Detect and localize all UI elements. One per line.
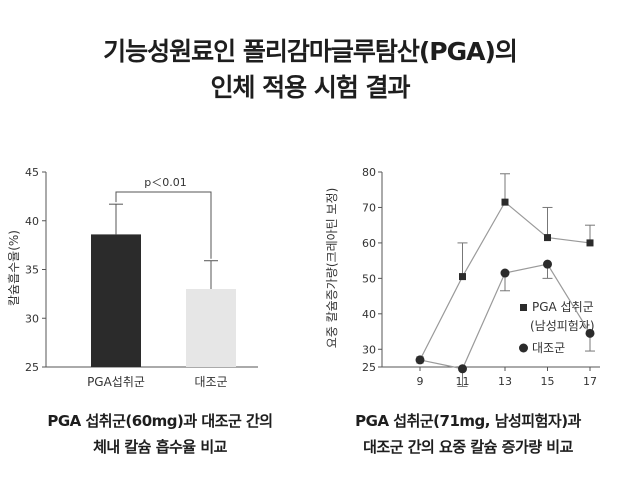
line-chart-y-tick-label: 60 xyxy=(362,237,376,250)
legend-control-marker xyxy=(519,343,528,353)
line-chart-x-tick-label: 15 xyxy=(541,375,555,388)
line-chart-y-tick-label: 50 xyxy=(362,272,376,285)
page-title-line1: 기능성원료인 폴리감마글루탐산(PGA)의 xyxy=(103,37,518,66)
left-caption-line2: 체내 칼슘 흡수율 비교 xyxy=(93,438,227,456)
data-point-square xyxy=(501,198,509,206)
data-point-circle xyxy=(543,259,552,269)
bar-chart-y-axis-label: 칼슘흡수율(%) xyxy=(7,230,21,306)
significance-bracket xyxy=(115,191,212,259)
line-chart-y-axis-label: 요중 칼슘증가량(크레아틴 보정) xyxy=(325,188,339,349)
data-point-circle xyxy=(415,355,425,365)
bar-category-label: PGA섭취군 xyxy=(87,375,145,389)
line-chart-y-tick-label: 80 xyxy=(362,166,376,179)
line-chart-x-tick-label: 13 xyxy=(498,375,512,388)
bar-chart-y-tick-label: 40 xyxy=(25,215,39,228)
right-chart-caption: PGA 섭취군(71mg, 남성피험자)과 대조군 간의 요중 칼슘 증가량 비… xyxy=(318,408,618,460)
bar-control xyxy=(186,289,236,367)
right-caption-line1: PGA 섭취군(71mg, 남성피험자)과 xyxy=(355,412,581,430)
bar-chart-y-tick-label: 25 xyxy=(25,361,39,374)
data-point-square xyxy=(544,234,551,242)
line-chart-y-tick-label: 25 xyxy=(362,361,376,374)
charts-canvas: 칼슘흡수율(%) 25 30 35 40 45 PGA섭취군 대조군 p＜0.01 요중 칼슘… xyxy=(7,166,600,389)
data-point-circle xyxy=(585,328,595,338)
bar-chart-y-tick-label: 35 xyxy=(25,264,39,277)
bar-chart-y-tick-label: 30 xyxy=(25,312,39,325)
legend-pga-label-line2: (남성피험자) xyxy=(530,319,595,333)
data-point-square xyxy=(459,273,466,281)
legend-pga-label-line1: PGA 섭취군 xyxy=(532,300,594,314)
right-caption-line2: 대조군 간의 요중 칼슘 증가량 비교 xyxy=(363,438,573,456)
bar-category-label: 대조군 xyxy=(194,375,227,389)
left-caption-line1: PGA 섭취군(60mg)과 대조군 간의 xyxy=(47,412,273,430)
line-chart: 요중 칼슘증가량(크레아틴 보정) PGA 섭취군 (남성피험자) 대조군 25… xyxy=(325,166,600,388)
line-chart-y-tick-label: 30 xyxy=(362,343,376,356)
bar-chart: 칼슘흡수율(%) 25 30 35 40 45 PGA섭취군 대조군 p＜0.01 xyxy=(7,166,258,389)
left-chart-caption: PGA 섭취군(60mg)과 대조군 간의 체내 칼슘 흡수율 비교 xyxy=(10,408,310,460)
data-point-circle xyxy=(458,364,467,374)
line-chart-x-tick-label: 17 xyxy=(583,375,597,388)
line-chart-y-tick-label: 70 xyxy=(362,201,376,214)
legend-control-label: 대조군 xyxy=(532,341,565,355)
data-point-square xyxy=(586,239,594,247)
line-chart-y-tick-label: 40 xyxy=(362,308,376,321)
significance-label: p＜0.01 xyxy=(144,176,186,189)
bar-chart-y-tick-label: 45 xyxy=(25,166,39,179)
data-point-circle xyxy=(500,268,510,278)
page-title-line2: 인체 적용 시험 결과 xyxy=(210,73,410,102)
bar-pga xyxy=(91,234,141,367)
legend-pga-marker xyxy=(520,304,527,311)
line-chart-x-tick-label: 9 xyxy=(417,375,424,388)
